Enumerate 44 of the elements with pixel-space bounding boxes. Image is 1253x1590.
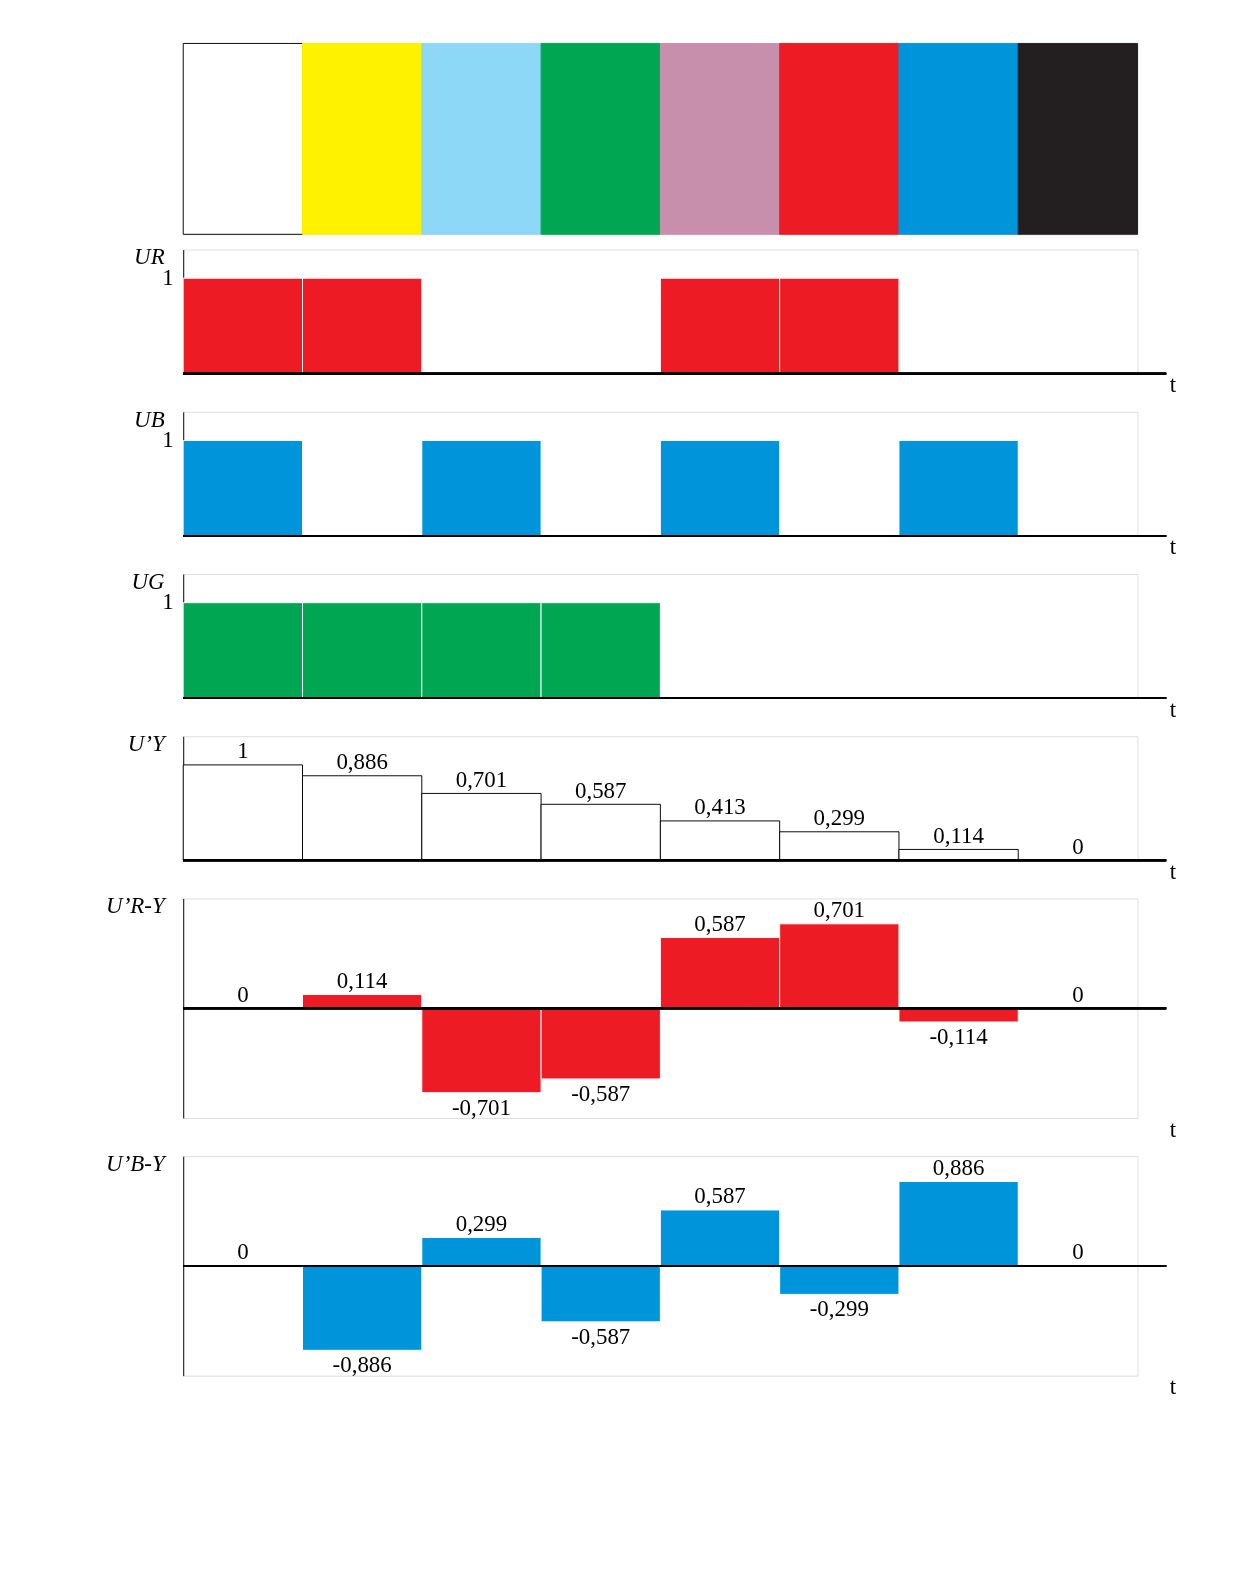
text: 1 [162,427,174,453]
data-label: 0,299 [813,805,866,831]
bar [540,1265,661,1323]
x-axis-title: t [1169,858,1177,884]
data-label: 0,587 [694,910,746,936]
data-label: -0,587 [571,1080,631,1106]
data-label: 0 [237,1239,249,1265]
data-label: 0,886 [336,749,388,775]
bar [898,1007,1019,1023]
y-axis-title: U’R-Y [106,893,167,919]
data-label: 0,886 [932,1154,985,1180]
data-label: 0 [1072,981,1084,1007]
data-label: 0,587 [694,1183,746,1209]
x-axis-title: t [1169,1374,1177,1400]
y-axis-title: UB [134,406,165,432]
y-axis-title: U’Y [127,731,167,757]
data-label: -0,114 [929,1023,989,1049]
data-label: 0,587 [574,777,627,803]
x-axis-title: t [1169,534,1177,560]
data-label: -0,587 [571,1323,631,1349]
bar [421,1236,542,1267]
data-label: -0,701 [451,1094,512,1120]
y-axis-title: U’B-Y [106,1150,167,1176]
data-label: 0 [1072,1239,1084,1265]
data-label: 0,299 [455,1210,508,1236]
text: 1 [162,264,174,290]
y-axis-title: UR [134,244,165,270]
data-label: 0,413 [694,794,746,820]
bar [898,1181,1019,1267]
x-axis-title: t [1169,1116,1177,1142]
bar [302,1265,423,1351]
data-label: -0,299 [809,1296,869,1322]
data-label: -0,886 [332,1352,392,1378]
data-label: 0,701 [455,766,508,792]
data-label: 0,701 [813,897,866,923]
x-axis-title: t [1169,372,1177,398]
data-label: 0,114 [336,967,389,993]
data-label: 0,114 [933,822,985,848]
data-label: 0 [1072,833,1084,859]
data-label: 1 [237,738,249,764]
data-label: 0 [237,981,249,1007]
bar [779,1265,900,1295]
bar [659,1209,781,1267]
x-axis-title: t [1169,696,1177,722]
